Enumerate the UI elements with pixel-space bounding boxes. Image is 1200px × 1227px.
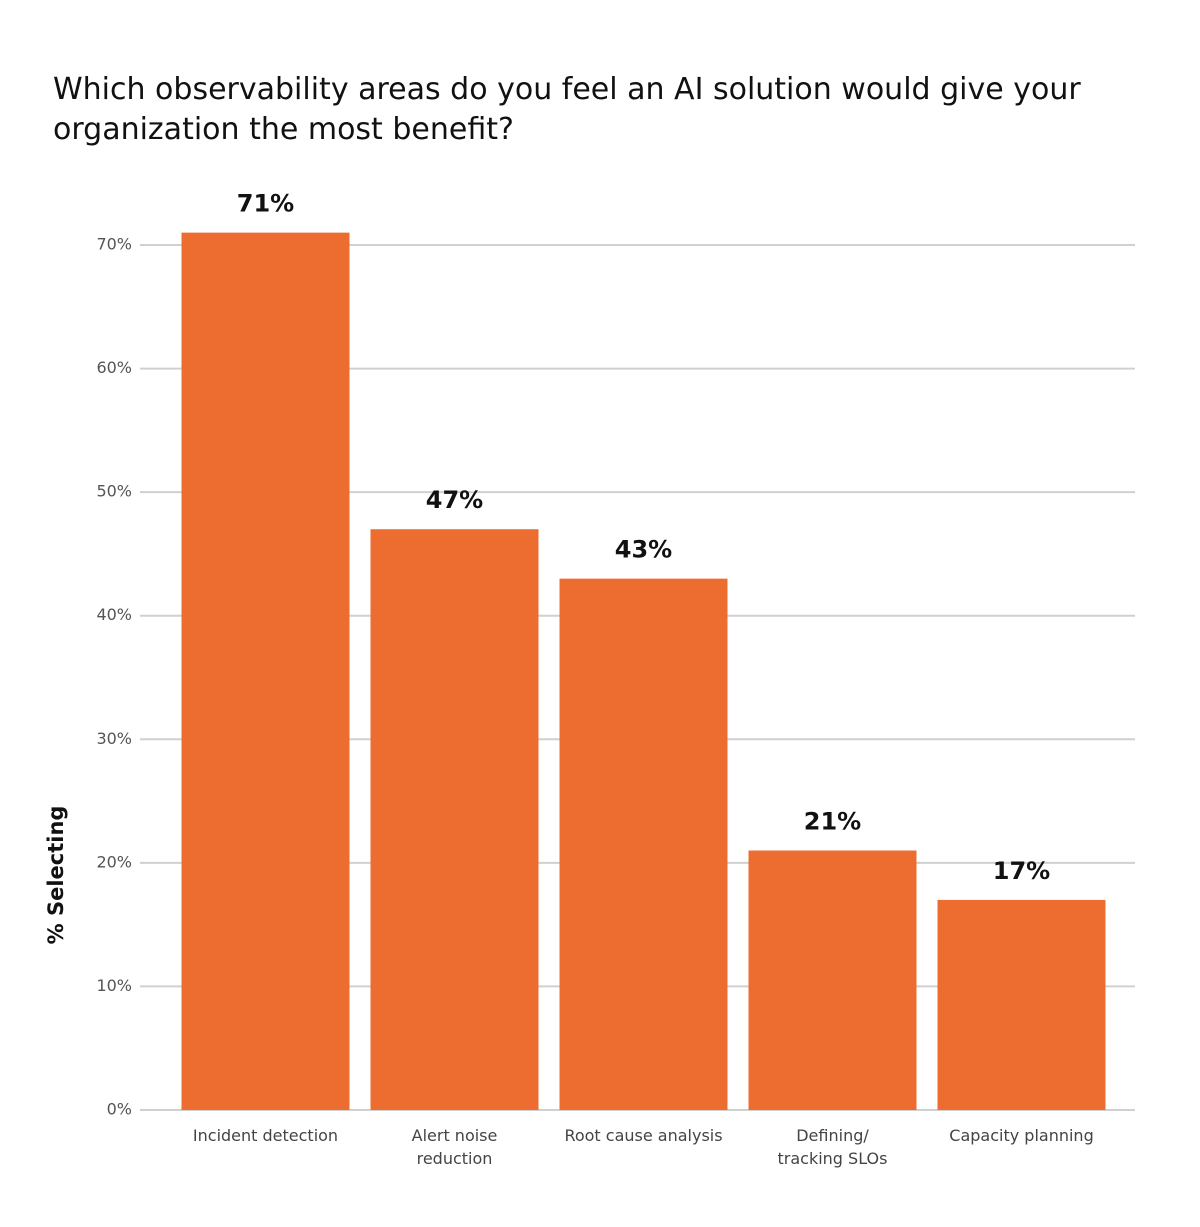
bar bbox=[937, 899, 1106, 1110]
data-label: 43% bbox=[615, 536, 672, 564]
bar bbox=[370, 529, 539, 1110]
y-tick-label: 70% bbox=[96, 235, 132, 254]
y-tick-label: 0% bbox=[107, 1100, 132, 1119]
x-tick-label: Root cause analysis bbox=[564, 1126, 723, 1145]
chart-title: Which observability areas do you feel an… bbox=[53, 72, 1081, 147]
bar bbox=[559, 578, 728, 1110]
y-axis-label: % Selecting bbox=[44, 806, 68, 945]
y-tick-label: 30% bbox=[96, 729, 132, 748]
bar bbox=[748, 850, 917, 1110]
y-tick-label: 40% bbox=[96, 605, 132, 624]
x-tick-label: Alert noise reduction bbox=[411, 1126, 498, 1168]
data-label: 21% bbox=[804, 808, 861, 836]
x-tick-label: Incident detection bbox=[192, 1126, 339, 1145]
x-tick-label: Capacity planning bbox=[949, 1126, 1094, 1145]
y-tick-label: 50% bbox=[96, 482, 132, 501]
x-tick-label: Defining/ tracking SLOs bbox=[777, 1126, 888, 1168]
bar bbox=[181, 232, 350, 1111]
data-label: 47% bbox=[426, 486, 483, 514]
data-label: 71% bbox=[237, 190, 294, 218]
data-label: 17% bbox=[993, 857, 1050, 885]
y-tick-label: 60% bbox=[96, 358, 132, 377]
y-tick-label: 10% bbox=[96, 976, 132, 995]
y-tick-label: 20% bbox=[96, 852, 132, 871]
